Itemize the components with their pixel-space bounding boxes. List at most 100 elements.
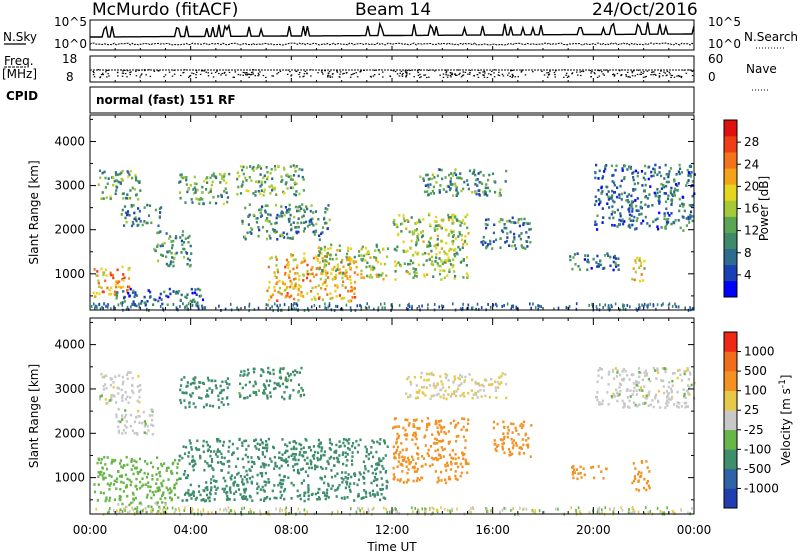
echo-cell bbox=[121, 265, 124, 269]
echo-cell bbox=[418, 510, 420, 514]
echo-cell bbox=[635, 393, 638, 396]
echo-cell bbox=[194, 446, 198, 450]
echo-cell bbox=[202, 508, 205, 512]
echo-cell bbox=[435, 220, 438, 223]
freq-mark bbox=[547, 76, 549, 78]
echo-cell bbox=[414, 251, 417, 254]
echo-cell bbox=[323, 255, 327, 258]
echo-cell bbox=[279, 286, 282, 290]
echo-cell bbox=[464, 439, 467, 442]
echo-cell bbox=[619, 184, 622, 188]
echo-cell bbox=[189, 263, 192, 267]
echo-cell bbox=[222, 476, 225, 480]
freq-mark bbox=[304, 70, 307, 72]
echo-cell bbox=[146, 203, 149, 207]
echo-cell bbox=[281, 280, 284, 284]
echo-cell bbox=[464, 215, 467, 219]
freq-mark bbox=[479, 72, 481, 74]
echo-cell bbox=[137, 415, 140, 418]
echo-cell bbox=[412, 423, 415, 426]
echo-cell bbox=[414, 462, 418, 465]
echo-cell bbox=[442, 305, 445, 309]
echo-cell bbox=[420, 371, 423, 375]
echo-cell bbox=[404, 428, 407, 432]
freq-mark bbox=[459, 72, 461, 74]
echo-cell bbox=[281, 482, 284, 486]
echo-cell bbox=[288, 511, 290, 515]
echo-cell bbox=[319, 458, 322, 461]
echo-cell bbox=[602, 216, 605, 219]
echo-cell bbox=[512, 221, 515, 224]
echo-cell bbox=[484, 241, 487, 244]
echo-cell bbox=[284, 451, 287, 454]
echo-cell bbox=[256, 217, 259, 220]
freq-mark bbox=[277, 72, 280, 74]
echo-cell bbox=[94, 295, 97, 298]
echo-cell bbox=[445, 241, 448, 245]
echo-cell bbox=[114, 192, 117, 196]
echo-cell bbox=[125, 197, 128, 200]
echo-cell bbox=[670, 390, 673, 394]
echo-cell bbox=[643, 374, 647, 377]
echo-cell bbox=[443, 260, 446, 264]
echo-cell bbox=[284, 378, 287, 382]
echo-cell bbox=[264, 180, 267, 184]
echo-cell bbox=[317, 246, 320, 249]
echo-cell bbox=[402, 426, 405, 430]
echo-cell bbox=[297, 209, 300, 213]
freq-mark bbox=[663, 71, 665, 73]
echo-cell bbox=[186, 381, 189, 384]
echo-cell bbox=[99, 491, 102, 494]
freq-mark bbox=[372, 75, 375, 77]
echo-cell bbox=[382, 467, 385, 470]
echo-cell bbox=[458, 231, 461, 234]
echo-cell bbox=[638, 403, 641, 406]
echo-cell bbox=[270, 256, 273, 259]
echo-cell bbox=[553, 307, 555, 311]
echo-cell bbox=[632, 176, 635, 179]
echo-cell bbox=[668, 381, 671, 384]
echo-cell bbox=[316, 266, 320, 270]
echo-cell bbox=[607, 373, 610, 376]
echo-cell bbox=[601, 176, 604, 180]
freq-mark bbox=[303, 73, 306, 75]
echo-cell bbox=[584, 254, 587, 257]
echo-cell bbox=[401, 458, 404, 462]
freq-mark bbox=[129, 71, 131, 74]
echo-cell bbox=[463, 452, 466, 456]
echo-cell bbox=[505, 382, 508, 386]
echo-cell bbox=[447, 386, 451, 389]
echo-cell bbox=[436, 262, 439, 265]
freq-mark bbox=[669, 73, 671, 75]
echo-cell bbox=[101, 375, 104, 379]
echo-cell bbox=[151, 478, 154, 481]
echo-cell bbox=[186, 474, 189, 477]
echo-cell bbox=[147, 289, 150, 292]
freq-mark bbox=[442, 76, 445, 78]
echo-cell bbox=[125, 373, 129, 376]
echo-cell bbox=[273, 455, 276, 459]
echo-cell bbox=[456, 387, 460, 391]
echo-cell bbox=[365, 448, 368, 451]
echo-cell bbox=[426, 273, 429, 276]
echo-cell bbox=[312, 230, 315, 234]
echo-cell bbox=[129, 196, 132, 200]
freq-mark bbox=[349, 76, 352, 78]
echo-cell bbox=[527, 235, 530, 239]
echo-cell bbox=[302, 214, 305, 218]
echo-cell bbox=[426, 423, 429, 426]
echo-cell bbox=[327, 204, 330, 207]
echo-cell bbox=[266, 230, 269, 233]
echo-cell bbox=[336, 265, 339, 268]
echo-cell bbox=[527, 443, 530, 447]
echo-cell bbox=[185, 498, 188, 502]
echo-cell bbox=[572, 471, 575, 474]
echo-cell bbox=[656, 173, 659, 177]
echo-cell bbox=[478, 384, 481, 387]
echo-cell bbox=[640, 273, 643, 276]
echo-cell bbox=[360, 269, 363, 273]
echo-cell bbox=[294, 286, 297, 289]
echo-cell bbox=[435, 438, 439, 441]
echo-cell bbox=[281, 234, 285, 238]
echo-cell bbox=[285, 181, 288, 184]
